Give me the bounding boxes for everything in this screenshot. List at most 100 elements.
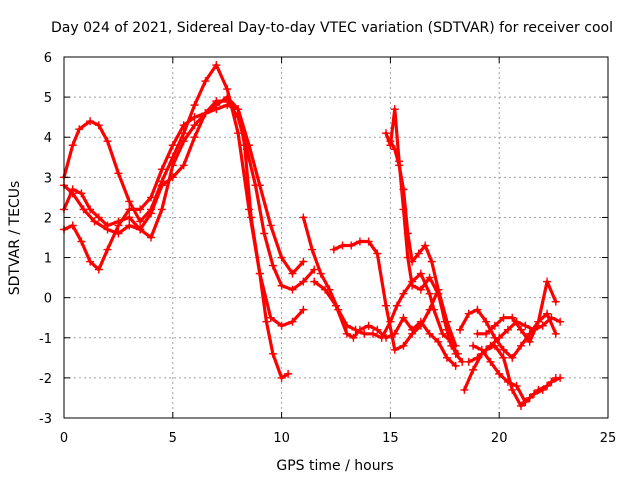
y-tick-label: -1: [39, 332, 52, 347]
data-point: [255, 269, 264, 278]
data-point: [556, 373, 565, 382]
data-point: [521, 397, 530, 406]
data-point: [332, 301, 340, 310]
data-point: [94, 121, 103, 130]
series-track-11: [456, 305, 560, 362]
data-point: [490, 321, 499, 330]
data-point: [157, 181, 166, 190]
data-point: [390, 345, 399, 354]
data-point: [442, 353, 451, 362]
series-track-6: [310, 277, 460, 370]
chart-title: Day 024 of 2021, Sidereal Day-to-day VTE…: [51, 20, 613, 36]
data-point: [403, 229, 412, 238]
data-point: [299, 305, 308, 314]
data-point: [125, 213, 134, 222]
y-tick-label: 2: [44, 211, 52, 226]
y-tick-label: 5: [44, 91, 52, 106]
data-point: [408, 281, 417, 290]
data-point: [364, 237, 373, 246]
data-point: [464, 357, 473, 366]
data-point: [75, 125, 84, 134]
y-tick-label: 3: [44, 171, 52, 186]
data-point: [77, 237, 86, 246]
data-point: [288, 269, 297, 278]
data-point: [94, 265, 103, 274]
data-point: [399, 185, 408, 194]
data-point: [347, 241, 356, 250]
data-point: [103, 225, 112, 234]
data-point: [157, 165, 166, 174]
data-point: [114, 169, 123, 178]
data-point: [521, 321, 530, 330]
data-point: [299, 277, 308, 286]
data-point: [499, 345, 508, 354]
x-axis-tick-labels: 0 5 10 15 20 25: [60, 431, 616, 446]
y-tick-label: -3: [39, 412, 52, 427]
data-point: [538, 321, 547, 330]
data-point: [201, 77, 210, 86]
data-point: [382, 129, 391, 138]
data-point: [425, 289, 434, 298]
data-point: [136, 217, 145, 226]
data-point: [447, 341, 456, 350]
data-point: [495, 369, 504, 378]
data-point: [503, 377, 512, 386]
data-point: [68, 221, 77, 230]
data-point: [512, 381, 521, 390]
data-point: [440, 317, 449, 326]
x-tick-label: 10: [273, 431, 290, 446]
data-point: [382, 333, 391, 342]
data-point: [469, 341, 478, 350]
data-point: [288, 285, 297, 294]
data-point: [438, 329, 447, 338]
data-point: [147, 233, 156, 242]
y-tick-label: 1: [44, 252, 52, 267]
data-point: [179, 137, 188, 146]
plot-frame: [63, 56, 609, 419]
x-tick-label: 25: [600, 431, 617, 446]
data-point: [364, 321, 373, 330]
data-point: [453, 349, 462, 358]
data-point: [538, 385, 547, 394]
data-point: [516, 325, 525, 334]
data-point: [368, 329, 377, 338]
series-track-13: [473, 277, 560, 346]
data-point: [508, 313, 517, 322]
data-point: [399, 341, 408, 350]
data-point: [201, 109, 210, 118]
data-point: [190, 133, 199, 142]
data-point: [355, 237, 364, 246]
y-tick-label: 0: [44, 292, 52, 307]
data-point: [386, 137, 395, 146]
data-point: [416, 285, 425, 294]
data-point: [469, 365, 478, 374]
data-point: [508, 353, 517, 362]
data-point: [425, 329, 434, 338]
data-point: [503, 325, 512, 334]
axis-ticks: [63, 56, 609, 419]
data-point: [114, 221, 123, 230]
x-tick-label: 20: [491, 431, 508, 446]
data-point: [382, 301, 391, 310]
data-point: [68, 141, 77, 150]
data-point: [499, 353, 508, 362]
x-tick-label: 15: [382, 431, 399, 446]
data-point: [321, 285, 330, 294]
data-point: [477, 345, 486, 354]
data-point: [460, 385, 469, 394]
data-point: [277, 253, 286, 262]
data-point: [416, 269, 425, 278]
data-point: [308, 245, 317, 254]
data-point: [277, 281, 286, 290]
series-track-14: [469, 341, 565, 406]
series-track-9: [386, 137, 462, 358]
data-point: [114, 229, 123, 238]
data-point: [168, 141, 177, 150]
data-point: [390, 145, 399, 154]
data-point: [310, 265, 319, 274]
data-point: [473, 329, 482, 338]
data-point: [212, 97, 221, 106]
data-point: [168, 161, 177, 170]
x-axis-label: GPS time / hours: [276, 458, 393, 474]
data-point: [543, 277, 552, 286]
